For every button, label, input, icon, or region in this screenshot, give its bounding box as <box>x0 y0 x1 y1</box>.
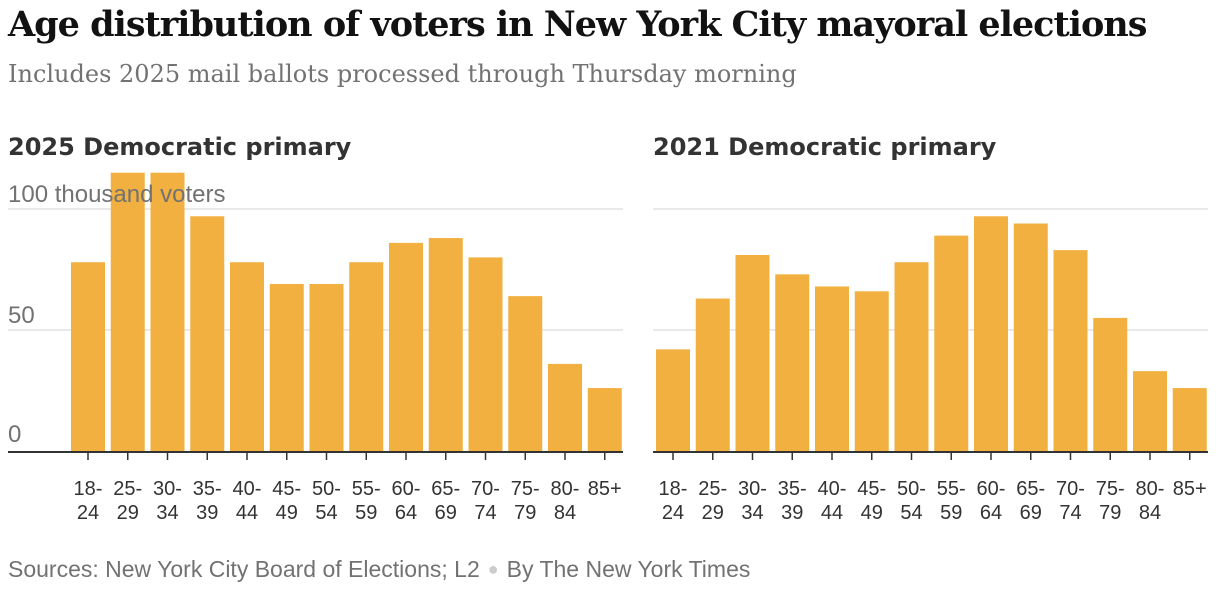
x-tick-label: 85+ <box>588 478 622 500</box>
x-tick-label: 18- <box>659 478 688 500</box>
bar-70-74 <box>1053 250 1088 451</box>
x-tick-label: 80- <box>1136 478 1165 500</box>
x-tick-label: 34 <box>741 502 763 524</box>
x-tick-label: 30- <box>153 478 182 500</box>
x-tick-label: 60- <box>392 478 421 500</box>
bar-45-49 <box>269 284 304 451</box>
x-tick-label: 49 <box>861 502 883 524</box>
bar-18-24 <box>71 262 105 451</box>
bar-65-69 <box>428 238 463 451</box>
x-tick-label: 79 <box>1099 502 1121 524</box>
bar-60-64 <box>389 242 423 451</box>
x-tick-label: 74 <box>474 502 496 524</box>
x-tick-label: 84 <box>1139 502 1161 524</box>
x-tick-label: 85+ <box>1173 478 1207 500</box>
x-tick-label: 65- <box>431 478 460 500</box>
bar-70-74 <box>468 257 503 451</box>
x-tick-label: 49 <box>276 502 298 524</box>
bar-30-34 <box>150 172 185 451</box>
x-tick-label: 29 <box>702 502 724 524</box>
x-tick-label: 75- <box>511 478 540 500</box>
x-tick-label: 30- <box>738 478 767 500</box>
x-tick-label: 39 <box>781 502 803 524</box>
x-tick-label: 84 <box>554 502 576 524</box>
x-tick-label: 55- <box>937 478 966 500</box>
x-tick-label: 45- <box>272 478 301 500</box>
x-tick-label: 54 <box>315 502 337 524</box>
x-tick-label: 34 <box>156 502 178 524</box>
x-tick-label: 24 <box>77 502 99 524</box>
x-tick-label: 45- <box>857 478 886 500</box>
x-tick-label: 40- <box>818 478 847 500</box>
x-tick-label: 50- <box>897 478 926 500</box>
x-tick-label: 44 <box>236 502 258 524</box>
x-tick-label: 69 <box>435 502 457 524</box>
bar-25-29 <box>110 172 145 451</box>
x-tick-label: 25- <box>113 478 142 500</box>
bar-55-59 <box>934 235 969 451</box>
footer: Sources: New York City Board of Election… <box>8 556 750 583</box>
bar-80-84 <box>1133 371 1167 451</box>
x-tick-label: 25- <box>698 478 727 500</box>
x-tick-label: 64 <box>980 502 1002 524</box>
sources-credit: Sources: New York City Board of Election… <box>8 556 480 582</box>
x-tick-label: 60- <box>977 478 1006 500</box>
x-tick-label: 50- <box>312 478 341 500</box>
x-tick-label: 24 <box>662 502 684 524</box>
bar-25-29 <box>695 298 730 451</box>
x-tick-label: 70- <box>471 478 500 500</box>
y-tick-label-100: 100 thousand voters <box>8 181 226 208</box>
x-tick-label: 39 <box>196 502 218 524</box>
x-tick-label: 59 <box>355 502 377 524</box>
x-tick-label: 59 <box>940 502 962 524</box>
x-tick-label: 64 <box>395 502 417 524</box>
x-tick-label: 40- <box>233 478 262 500</box>
chart-title: Age distribution of voters in New York C… <box>8 4 1147 45</box>
bar-40-44 <box>815 286 849 451</box>
bar-65-69 <box>1013 223 1048 451</box>
bar-30-34 <box>735 254 770 451</box>
x-tick-label: 74 <box>1059 502 1081 524</box>
x-tick-label: 29 <box>117 502 139 524</box>
bar-75-79 <box>508 296 543 451</box>
x-tick-label: 70- <box>1056 478 1085 500</box>
x-tick-label: 80- <box>551 478 580 500</box>
y-tick-label-0: 0 <box>8 421 21 448</box>
byline: By The New York Times <box>506 556 751 582</box>
bar-55-59 <box>349 262 384 451</box>
panel-title-2025: 2025 Democratic primary <box>8 133 352 161</box>
x-tick-label: 35- <box>193 478 222 500</box>
x-tick-label: 79 <box>514 502 536 524</box>
x-tick-label: 65- <box>1016 478 1045 500</box>
bar-50-54 <box>894 262 929 451</box>
bar-85+ <box>587 388 622 451</box>
bar-85+ <box>1172 388 1207 451</box>
bar-18-24 <box>656 349 690 451</box>
x-tick-label: 54 <box>900 502 922 524</box>
bar-60-64 <box>974 216 1008 451</box>
bar-50-54 <box>309 284 344 451</box>
x-tick-label: 35- <box>778 478 807 500</box>
bar-45-49 <box>854 291 889 451</box>
panel-title-2021: 2021 Democratic primary <box>653 133 997 161</box>
bar-75-79 <box>1093 317 1128 451</box>
x-tick-label: 55- <box>352 478 381 500</box>
y-tick-label-50: 50 <box>8 302 35 329</box>
separator-dot: ● <box>487 559 499 579</box>
bar-35-39 <box>190 216 225 451</box>
x-tick-label: 69 <box>1020 502 1042 524</box>
bar-35-39 <box>775 274 810 451</box>
bar-40-44 <box>230 262 264 451</box>
x-tick-label: 44 <box>821 502 843 524</box>
bar-80-84 <box>548 363 582 451</box>
chart-subtitle: Includes 2025 mail ballots processed thr… <box>8 60 797 88</box>
x-tick-label: 75- <box>1096 478 1125 500</box>
x-tick-label: 18- <box>74 478 103 500</box>
